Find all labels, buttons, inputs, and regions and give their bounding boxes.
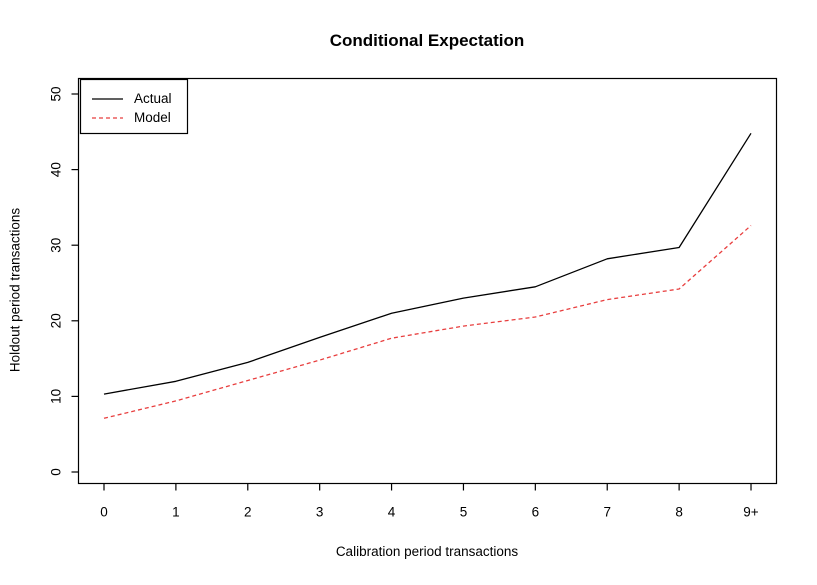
legend-label-model: Model bbox=[134, 110, 171, 125]
y-axis-tick-label: 50 bbox=[49, 86, 64, 101]
x-axis-tick-label: 2 bbox=[244, 505, 252, 520]
x-axis-tick-label: 1 bbox=[172, 505, 180, 520]
x-axis-tick-label: 6 bbox=[532, 505, 540, 520]
x-axis-tick-label: 5 bbox=[460, 505, 468, 520]
y-axis-tick-label: 40 bbox=[49, 162, 64, 177]
x-axis-tick-label: 3 bbox=[316, 505, 324, 520]
series-line-model bbox=[103, 225, 752, 419]
legend-label-actual: Actual bbox=[134, 91, 172, 106]
y-axis-tick-label: 10 bbox=[49, 389, 64, 404]
x-axis-tick-label: 7 bbox=[603, 505, 611, 520]
y-axis-tick-label: 0 bbox=[49, 468, 64, 476]
plot-frame bbox=[77, 77, 778, 485]
y-axis-tick-label: 20 bbox=[49, 313, 64, 328]
legend-box bbox=[79, 78, 189, 135]
x-axis-title: Calibration period transactions bbox=[335, 544, 519, 559]
series-line-actual bbox=[103, 132, 752, 395]
y-axis-title: Holdout period transactions bbox=[7, 207, 23, 373]
x-axis-tick-label: 0 bbox=[100, 505, 108, 520]
x-axis-tick-label: 9+ bbox=[743, 505, 759, 520]
x-axis-tick-label: 8 bbox=[675, 505, 683, 520]
y-axis-tick-label: 30 bbox=[49, 238, 64, 253]
chart-title: Conditional Expectation bbox=[329, 31, 525, 50]
x-axis-tick-label: 4 bbox=[388, 505, 396, 520]
